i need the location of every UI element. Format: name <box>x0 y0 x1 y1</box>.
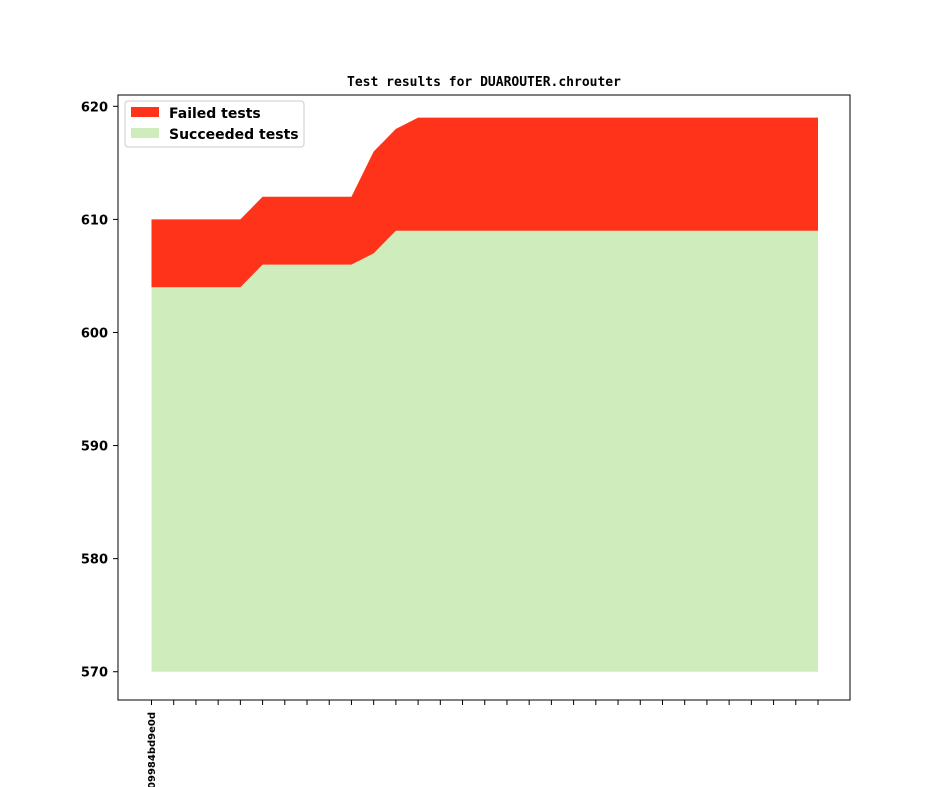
legend-swatch-failed <box>131 107 159 117</box>
y-axis: 570 580 590 600 610 620 <box>81 100 118 681</box>
plot-areas <box>151 117 818 672</box>
x-axis: 09984bd9e0d <box>147 700 819 787</box>
legend: Failed tests Succeeded tests <box>124 100 305 148</box>
legend-swatch-succeeded <box>131 128 159 138</box>
x-tick-label: 09984bd9e0d <box>147 712 158 787</box>
legend-box <box>124 100 305 148</box>
legend-label-succeeded: Succeeded tests <box>169 127 299 143</box>
succeeded-tests-area <box>151 230 818 672</box>
legend-label-failed: Failed tests <box>169 106 261 122</box>
plot-frame <box>117 94 851 701</box>
y-tick-label: 590 <box>81 440 108 455</box>
failed-tests-area <box>151 117 818 288</box>
y-tick-label: 570 <box>81 666 108 681</box>
y-tick-label: 580 <box>81 553 108 568</box>
y-tick-label: 610 <box>81 213 108 228</box>
y-tick-label: 600 <box>81 326 108 341</box>
y-tick-label: 620 <box>81 100 108 115</box>
chart-title: Test results for DUAROUTER.chrouter <box>347 75 621 90</box>
